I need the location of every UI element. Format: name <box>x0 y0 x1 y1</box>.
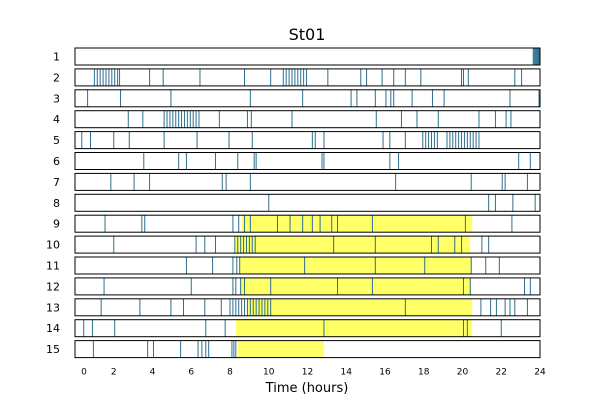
raster-row-1: 1 <box>53 47 541 66</box>
row-label: 14 <box>46 322 60 335</box>
row-frame <box>74 319 541 338</box>
row-label: 4 <box>53 113 60 126</box>
row-frame <box>74 214 541 233</box>
row-label: 11 <box>46 260 60 273</box>
row-frame <box>74 47 541 66</box>
row-label: 10 <box>46 239 60 252</box>
chart-title: St01 <box>289 25 326 44</box>
x-tick-label: 12 <box>302 368 313 378</box>
raster-row-7: 7 <box>53 172 541 191</box>
row-label: 8 <box>53 197 60 210</box>
raster-row-2: 2 <box>53 68 541 87</box>
raster-row-5: 5 <box>53 131 541 150</box>
x-tick-label: 16 <box>379 368 391 378</box>
row-label: 9 <box>53 218 60 231</box>
x-tick-label: 2 <box>111 368 117 378</box>
row-frame <box>74 256 541 275</box>
raster-row-4: 4 <box>53 110 541 129</box>
highlight-span <box>235 319 473 337</box>
row-label: 7 <box>53 176 60 189</box>
row-frame <box>74 340 541 359</box>
row-frame <box>74 68 541 87</box>
row-frame <box>74 152 541 170</box>
row-label: 1 <box>53 51 60 64</box>
x-axis-label: Time (hours) <box>265 381 349 396</box>
x-tick-label: 18 <box>418 368 430 378</box>
x-tick-label: 20 <box>457 368 469 378</box>
highlight-span <box>235 236 471 254</box>
row-frame <box>74 298 541 317</box>
highlight-span <box>239 277 472 295</box>
raster-row-13: 13 <box>46 298 541 317</box>
raster-row-15: 15 <box>46 340 541 359</box>
row-frame <box>74 110 541 129</box>
x-tick-label: 24 <box>534 368 546 378</box>
highlight-span <box>237 340 324 358</box>
raster-row-11: 11 <box>46 256 541 275</box>
x-tick-label: 10 <box>263 368 275 378</box>
row-label: 2 <box>53 71 60 84</box>
row-label: 15 <box>46 343 60 356</box>
highlight-span <box>247 298 473 316</box>
row-label: 5 <box>53 134 60 147</box>
row-frame <box>74 235 541 254</box>
raster-row-10: 10 <box>46 235 541 254</box>
x-axis: 0 2 4 6 8 10 12 14 16 18 20 22 24 <box>81 368 546 378</box>
highlight-span <box>241 215 473 233</box>
x-tick-label: 14 <box>341 368 353 378</box>
row-label: 12 <box>46 280 60 293</box>
row-frame <box>74 131 541 150</box>
row-frame <box>74 277 541 296</box>
raster-row-14: 14 <box>46 319 541 338</box>
raster-row-3: 3 <box>53 89 541 108</box>
row-label: 6 <box>53 155 60 168</box>
row-frame <box>74 172 541 191</box>
x-tick-label: 8 <box>227 368 233 378</box>
raster-row-6: 6 <box>53 152 541 170</box>
row-label: 13 <box>46 301 60 314</box>
raster-row-8: 8 <box>53 193 541 212</box>
x-tick-label: 4 <box>150 368 156 378</box>
x-tick-label: 22 <box>496 368 507 378</box>
x-tick-label: 0 <box>81 368 87 378</box>
row-label: 3 <box>53 92 60 105</box>
raster-row-9: 9 <box>53 214 541 233</box>
highlight-span <box>239 257 472 274</box>
row-frame <box>74 193 541 212</box>
row-frame <box>74 89 541 108</box>
raster-row-12: 12 <box>46 277 541 296</box>
x-tick-label: 6 <box>188 368 194 378</box>
